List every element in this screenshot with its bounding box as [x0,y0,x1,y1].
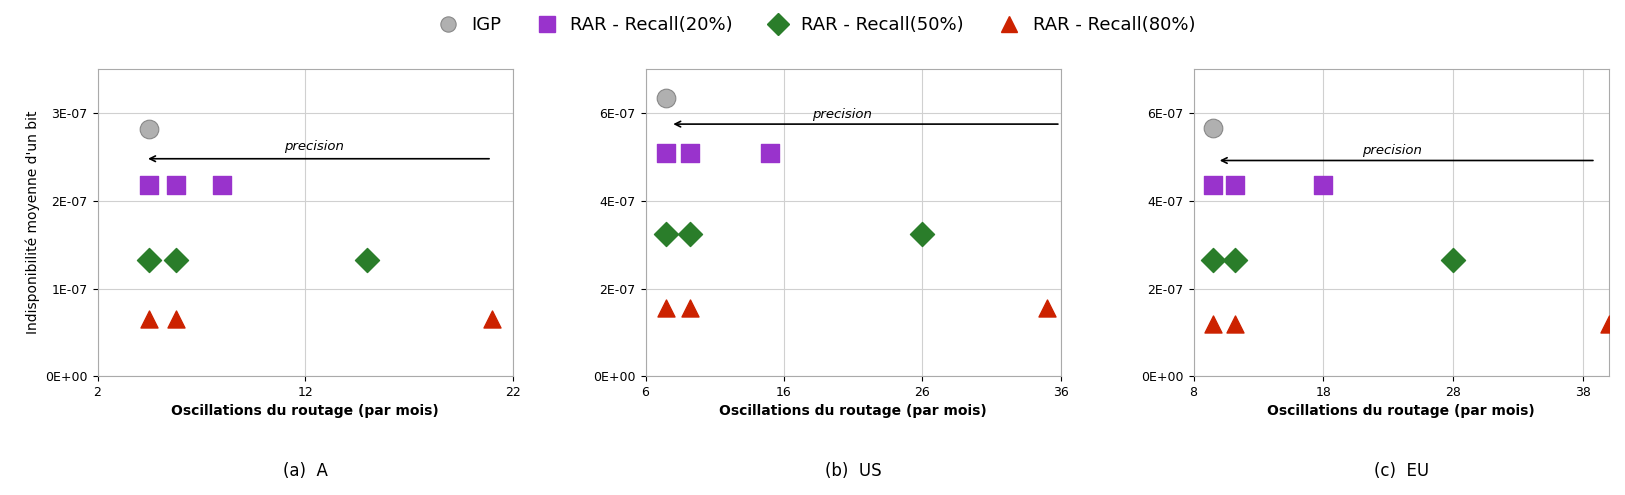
Point [354,255,380,263]
Point [1199,320,1225,328]
Point [653,304,679,312]
Point [479,315,505,323]
Point [1310,182,1336,190]
Text: (a)  A: (a) A [283,462,328,480]
Point [136,315,162,323]
X-axis label: Oscillations du routage (par mois): Oscillations du routage (par mois) [720,404,986,418]
Text: (c)  EU: (c) EU [1373,462,1428,480]
Point [1222,256,1248,264]
Point [210,181,236,189]
Point [757,148,783,156]
Point [653,230,679,238]
Point [653,94,679,102]
Point [136,181,162,189]
Text: (b)  US: (b) US [826,462,881,480]
Legend: IGP, RAR - Recall(20%), RAR - Recall(50%), RAR - Recall(80%): IGP, RAR - Recall(20%), RAR - Recall(50%… [422,9,1202,42]
Text: precision: precision [284,140,344,153]
Point [1596,320,1622,328]
Y-axis label: Indisponibilité moyenne d'un bit: Indisponibilité moyenne d'un bit [26,111,39,335]
Point [678,148,704,156]
Point [1440,256,1466,264]
Text: precision: precision [811,107,871,120]
Point [1199,182,1225,190]
Point [1222,320,1248,328]
Point [136,255,162,263]
Text: precision: precision [1362,145,1422,157]
Point [910,230,936,238]
Point [1199,256,1225,264]
Point [678,230,704,238]
Point [1034,304,1060,312]
Point [678,304,704,312]
Point [653,148,679,156]
Point [164,315,190,323]
Point [164,255,190,263]
Point [1222,182,1248,190]
Point [1199,125,1225,133]
X-axis label: Oscillations du routage (par mois): Oscillations du routage (par mois) [171,404,439,418]
Point [136,125,162,133]
X-axis label: Oscillations du routage (par mois): Oscillations du routage (par mois) [1268,404,1536,418]
Point [164,181,190,189]
